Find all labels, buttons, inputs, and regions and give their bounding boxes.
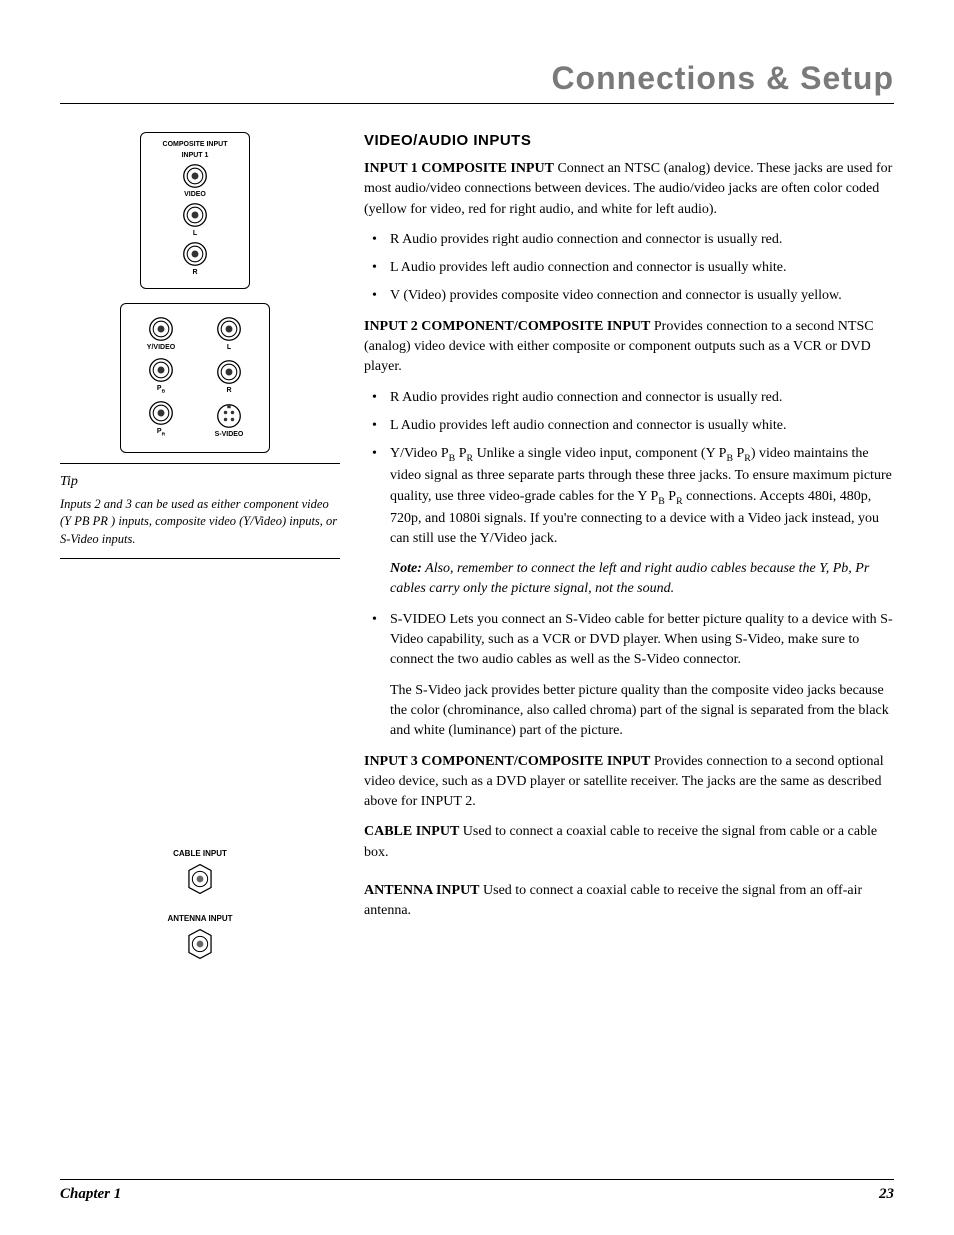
page-number: 23 bbox=[879, 1186, 894, 1203]
composite-input-diagram: COMPOSITE INPUT INPUT 1 VIDEO L R bbox=[140, 132, 250, 289]
list-item: L Audio provides left audio connection a… bbox=[364, 416, 894, 436]
list-item: Y/Video PB PR Unlike a single video inpu… bbox=[364, 444, 894, 549]
diagram1-input-label: INPUT 1 bbox=[147, 152, 243, 159]
diagram2-yvideo-label: Y/VIDEO bbox=[127, 344, 195, 351]
diagram2-pb-label: PB bbox=[127, 385, 195, 394]
svideo-jack-icon bbox=[216, 403, 242, 429]
rca-jack-icon bbox=[148, 316, 174, 342]
rca-jack-icon bbox=[216, 316, 242, 342]
component-input-diagram: Y/VIDEO L PB R P bbox=[120, 303, 270, 453]
input2-bullets: R Audio provides right audio connection … bbox=[364, 388, 894, 549]
antenna-input-diagram: ANTENNA INPUT bbox=[120, 914, 280, 961]
diagram2-r-label: R bbox=[195, 387, 263, 394]
diagram2-pr-label: PR bbox=[127, 428, 195, 437]
coax-jack-icon bbox=[183, 927, 217, 961]
main-content: VIDEO/AUDIO INPUTS INPUT 1 COMPOSITE INP… bbox=[364, 132, 894, 979]
rca-jack-icon bbox=[148, 400, 174, 426]
list-item: S-VIDEO Lets you connect an S-Video cabl… bbox=[364, 610, 894, 671]
input2-lead: INPUT 2 COMPONENT/COMPOSITE INPUT Provid… bbox=[364, 317, 894, 378]
page-title: Connections & Setup bbox=[60, 60, 894, 104]
rca-jack-icon bbox=[182, 241, 208, 267]
list-item: R Audio provides right audio connection … bbox=[364, 388, 894, 408]
diagram2-svideo-label: S-VIDEO bbox=[195, 431, 263, 438]
cable-input-text: CABLE INPUT Used to connect a coaxial ca… bbox=[364, 822, 894, 863]
tip-box: Tip Inputs 2 and 3 can be used as either… bbox=[60, 463, 340, 560]
sidebar: COMPOSITE INPUT INPUT 1 VIDEO L R Y/VIDE… bbox=[60, 132, 340, 979]
cable-input-diagram: CABLE INPUT bbox=[120, 849, 280, 896]
diagram1-l-label: L bbox=[147, 230, 243, 237]
input1-lead: INPUT 1 COMPOSITE INPUT Connect an NTSC … bbox=[364, 159, 894, 220]
input2-bullets-cont: S-VIDEO Lets you connect an S-Video cabl… bbox=[364, 610, 894, 671]
chapter-label: Chapter 1 bbox=[60, 1186, 121, 1203]
coax-jack-icon bbox=[183, 862, 217, 896]
input1-bullets: R Audio provides right audio connection … bbox=[364, 230, 894, 307]
antenna-input-label: ANTENNA INPUT bbox=[120, 914, 280, 923]
section-heading: VIDEO/AUDIO INPUTS bbox=[364, 132, 894, 149]
list-item: R Audio provides right audio connection … bbox=[364, 230, 894, 250]
component-note: Note: Also, remember to connect the left… bbox=[364, 559, 894, 600]
list-item: L Audio provides left audio connection a… bbox=[364, 258, 894, 278]
svideo-explain: The S-Video jack provides better picture… bbox=[364, 681, 894, 742]
diagram2-l-label: L bbox=[195, 344, 263, 351]
list-item: V (Video) provides composite video conne… bbox=[364, 286, 894, 306]
tip-body: Inputs 2 and 3 can be used as either com… bbox=[60, 496, 340, 549]
antenna-input-text: ANTENNA INPUT Used to connect a coaxial … bbox=[364, 881, 894, 922]
page-footer: Chapter 1 23 bbox=[60, 1179, 894, 1203]
rca-jack-icon bbox=[182, 163, 208, 189]
rca-jack-icon bbox=[182, 202, 208, 228]
diagram1-r-label: R bbox=[147, 269, 243, 276]
diagram1-title: COMPOSITE INPUT bbox=[147, 141, 243, 148]
input3-lead: INPUT 3 COMPONENT/COMPOSITE INPUT Provid… bbox=[364, 752, 894, 813]
rca-jack-icon bbox=[216, 359, 242, 385]
tip-title: Tip bbox=[60, 474, 340, 490]
rca-jack-icon bbox=[148, 357, 174, 383]
content-area: COMPOSITE INPUT INPUT 1 VIDEO L R Y/VIDE… bbox=[60, 132, 894, 979]
cable-input-label: CABLE INPUT bbox=[120, 849, 280, 858]
diagram1-video-label: VIDEO bbox=[147, 191, 243, 198]
